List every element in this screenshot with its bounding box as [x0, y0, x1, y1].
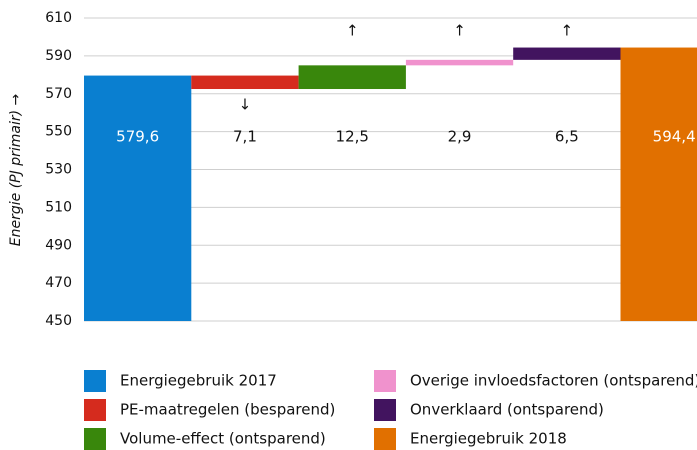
direction-arrow: ↑ — [453, 22, 466, 40]
bar — [84, 75, 192, 321]
bar — [513, 47, 621, 60]
y-tick-label: 550 — [45, 124, 72, 140]
y-tick-label: 490 — [45, 237, 72, 253]
direction-arrow: ↓ — [239, 96, 252, 114]
legend-label: Overige invloedsfactoren (ontsparend) — [410, 372, 697, 390]
y-tick-label: 510 — [45, 199, 72, 215]
legend-swatch — [374, 399, 396, 421]
value-label: 2,9 — [448, 128, 472, 146]
legend-label: Energiegebruik 2018 — [410, 430, 567, 448]
bar — [620, 47, 697, 321]
value-label: 594,4 — [653, 128, 696, 146]
direction-arrow: ↑ — [346, 22, 359, 40]
value-label: 6,5 — [555, 128, 579, 146]
y-tick-label: 530 — [45, 162, 72, 178]
legend-label: PE-maatregelen (besparend) — [120, 401, 335, 419]
y-tick-label: 590 — [45, 48, 72, 64]
bar — [298, 65, 406, 90]
y-tick-label: 450 — [45, 313, 72, 329]
legend-swatch — [84, 399, 106, 421]
value-label: 12,5 — [336, 128, 369, 146]
legend-swatch — [374, 370, 396, 392]
y-tick-label: 570 — [45, 86, 72, 102]
direction-arrow: ↑ — [561, 22, 574, 40]
y-tick-label: 470 — [45, 275, 72, 291]
legend-label: Energiegebruik 2017 — [120, 372, 277, 390]
legend-label: Onverklaard (ontsparend) — [410, 401, 604, 419]
value-label: 579,6 — [116, 128, 159, 146]
legend-swatch — [374, 428, 396, 450]
value-label: 7,1 — [233, 128, 257, 146]
legend-swatch — [84, 428, 106, 450]
y-axis-label: Energie (PJ primair) → — [8, 94, 24, 247]
y-tick-label: 610 — [45, 10, 72, 26]
legend-swatch — [84, 370, 106, 392]
bar — [191, 75, 299, 90]
bar — [405, 59, 514, 66]
legend-label: Volume-effect (ontsparend) — [120, 430, 326, 448]
